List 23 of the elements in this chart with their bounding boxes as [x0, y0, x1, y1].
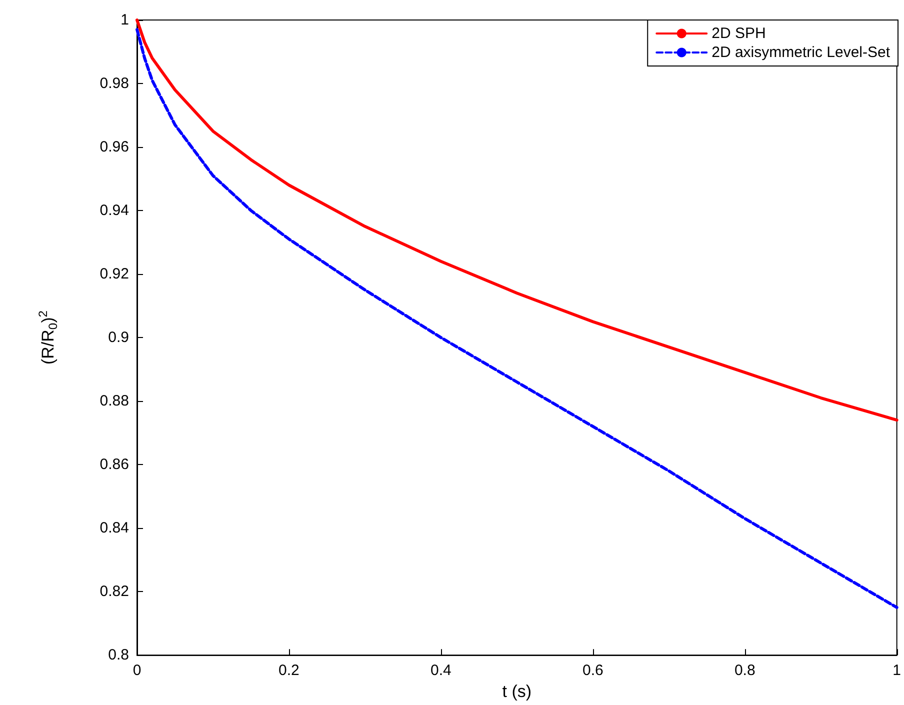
legend-label: 2D axisymmetric Level-Set [712, 44, 891, 61]
y-tick-label: 0.98 [100, 75, 129, 92]
line-series [136, 18, 898, 422]
y-axis-title: (R/R0)2 [36, 310, 60, 365]
y-tick-label: 0.94 [100, 202, 129, 220]
x-tick-label: 0.8 [734, 662, 756, 680]
y-tick-label: 0.9 [108, 329, 129, 346]
y-tick-label: 0.86 [100, 456, 129, 474]
y-tick-label: 0.84 [100, 520, 129, 537]
y-tick-label: 0.88 [100, 392, 129, 410]
y-tick-label: 1 [120, 12, 129, 28]
y-tick-label: 0.96 [100, 138, 129, 156]
x-tick-label: 0.4 [430, 662, 452, 680]
x-tick-label: 0.6 [582, 662, 604, 680]
line-series [136, 28, 898, 609]
x-tick-label: 0 [132, 662, 142, 680]
y-tick-label: 0.8 [108, 646, 129, 664]
x-tick-label: 1 [892, 662, 901, 680]
legend-label: 2D SPH [712, 25, 766, 42]
y-tick-label: 0.92 [100, 266, 129, 283]
x-axis-title: t (s) [502, 682, 532, 701]
y-tick-label: 0.82 [100, 583, 129, 600]
x-tick-label: 0.2 [278, 662, 300, 680]
